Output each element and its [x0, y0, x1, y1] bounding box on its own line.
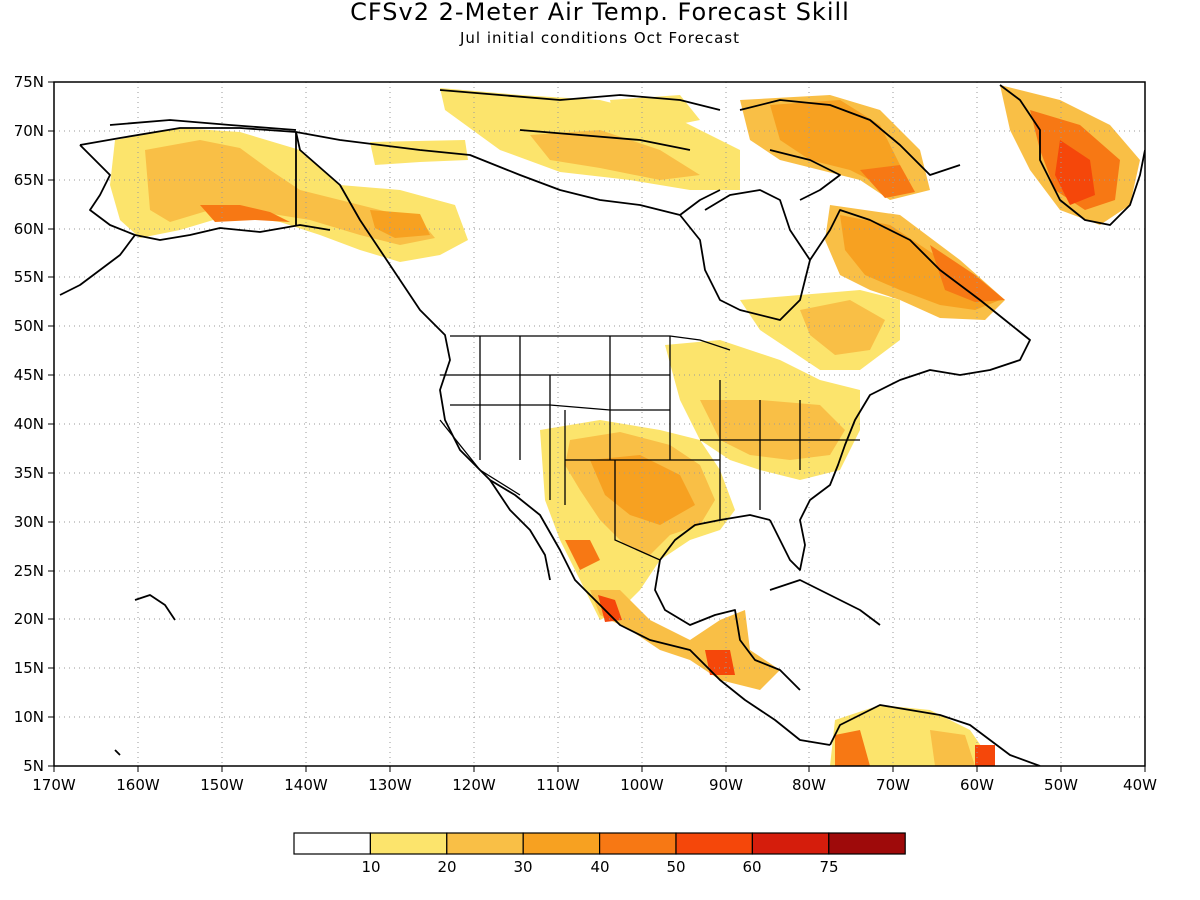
colorbar-swatch: [522, 832, 601, 855]
lon-label: 60W: [960, 776, 994, 794]
lat-label: 20N: [14, 610, 44, 628]
colorbar-swatch: [828, 832, 906, 855]
lat-labels: 75N 70N 65N 60N 55N 50N 45N 40N 35N 30N …: [14, 73, 44, 775]
colorbar: 10 20 30 40 50 60 75: [293, 832, 906, 876]
lon-label: 90W: [709, 776, 743, 794]
lon-label: 150W: [200, 776, 244, 794]
colorbar-label: 60: [742, 858, 761, 876]
lon-label: 110W: [536, 776, 580, 794]
map-grid: [54, 82, 1145, 766]
lon-label: 120W: [452, 776, 496, 794]
lat-label: 5N: [23, 757, 44, 775]
lon-label: 40W: [1123, 776, 1157, 794]
lon-label: 140W: [284, 776, 328, 794]
colorbar-swatch: [598, 832, 677, 855]
lon-label: 160W: [116, 776, 160, 794]
colorbar-label: 10: [361, 858, 380, 876]
colorbar-swatch: [751, 832, 830, 855]
lon-label: 70W: [876, 776, 910, 794]
colorbar-label: 30: [513, 858, 532, 876]
lat-label: 10N: [14, 708, 44, 726]
colorbar-swatch: [446, 832, 524, 855]
lat-label: 25N: [14, 562, 44, 580]
lat-label: 55N: [14, 268, 44, 286]
lat-label: 15N: [14, 659, 44, 677]
colorbar-label: 20: [437, 858, 456, 876]
chart-subtitle: Jul initial conditions Oct Forecast: [460, 29, 740, 47]
lon-label: 80W: [792, 776, 826, 794]
colorbar-label: 50: [666, 858, 685, 876]
lon-label: 130W: [368, 776, 412, 794]
coastlines: [59, 84, 1145, 766]
skill-shading: [110, 85, 1140, 766]
lat-label: 30N: [14, 513, 44, 531]
lon-label: 50W: [1044, 776, 1078, 794]
lat-label: 45N: [14, 366, 44, 384]
colorbar-swatch: [369, 832, 448, 855]
lat-label: 35N: [14, 464, 44, 482]
lat-label: 65N: [14, 171, 44, 189]
lat-label: 60N: [14, 220, 44, 238]
colorbar-swatch: [675, 832, 754, 855]
lat-label: 70N: [14, 122, 44, 140]
political-borders: [439, 335, 860, 561]
colorbar-swatches: [293, 832, 906, 855]
lat-axis: [48, 81, 54, 767]
lat-label: 75N: [14, 73, 44, 91]
lon-axis: [53, 766, 1146, 772]
lon-label: 170W: [32, 776, 76, 794]
lon-label: 100W: [620, 776, 664, 794]
chart-title: CFSv2 2-Meter Air Temp. Forecast Skill: [350, 0, 850, 26]
colorbar-swatch: [293, 832, 372, 855]
colorbar-label: 40: [590, 858, 609, 876]
lat-label: 50N: [14, 317, 44, 335]
lat-label: 40N: [14, 415, 44, 433]
lon-labels: 170W 160W 150W 140W 130W 120W 110W 100W …: [32, 776, 1157, 794]
colorbar-label: 75: [819, 858, 838, 876]
